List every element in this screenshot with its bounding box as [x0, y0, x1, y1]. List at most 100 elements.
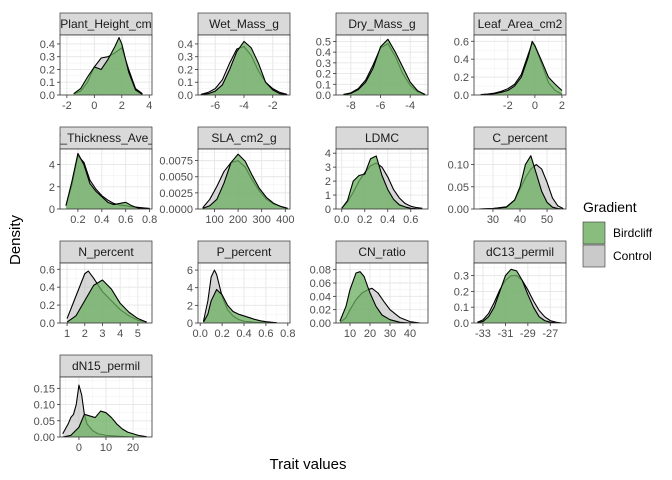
x-tick-label: -6: [210, 100, 220, 112]
density-line-birdcliff: [66, 279, 147, 323]
panel-border: [197, 148, 291, 210]
y-tick-label: 0.4: [40, 282, 55, 294]
legend-key-control: [582, 244, 606, 268]
x-tick-label: -31: [497, 328, 513, 340]
panel-c-percent: C_percent 30 40 50 0.00 0.05 0.10: [448, 126, 567, 226]
y-tick-label: 1: [325, 190, 331, 202]
y-tick-label: 0.2: [178, 64, 193, 76]
x-tick-label: 0.2: [357, 214, 372, 226]
y-tick-label: 0.0: [40, 90, 55, 102]
density-line-birdcliff: [73, 37, 143, 95]
y-tick-label: 0.3: [454, 271, 469, 283]
panel-border: [335, 262, 429, 324]
panel-dry-mass-g: Dry_Mass_g -8 -6 -4 0.00.10.20.30.40.5: [316, 12, 429, 112]
y-tick-label: 0.06: [310, 278, 331, 290]
x-tick-label: 0.6: [258, 328, 273, 340]
panel-sla-cm2-g: SLA_cm2_g 100 200 300 400 0.0000 0.0025 0.0050 0…: [159, 126, 294, 226]
panel-ldmc: LDMC 0.0 0.2 0.4 0.6 0 1 2 3 4: [325, 126, 429, 226]
x-tick-label: 0.0: [193, 328, 208, 340]
density-area-birdcliff: [200, 41, 288, 95]
legend-label-birdcliff: Birdcliff: [613, 226, 653, 240]
x-tick-label: -2: [503, 100, 513, 112]
panel-border: [59, 34, 153, 96]
x-tick-label: 4: [117, 328, 123, 340]
y-tick-label: 0.1: [178, 77, 193, 89]
density-area-birdcliff: [73, 37, 143, 95]
x-tick-label: 0: [76, 442, 82, 454]
y-tick-label: 2: [325, 176, 331, 188]
x-tick-label: 0.6: [118, 214, 133, 226]
x-tick-label: 0.8: [280, 328, 295, 340]
x-tick-label: 10: [100, 442, 112, 454]
panel-border: [59, 262, 153, 324]
x-tick-label: 40: [514, 214, 526, 226]
x-tick-label: 0.4: [94, 214, 109, 226]
density-line-birdcliff: [202, 288, 277, 323]
x-tick-label: 0: [532, 100, 538, 112]
y-tick-label: 0: [49, 204, 55, 216]
y-tick-label: 0.5: [316, 36, 331, 48]
strip-label-leaf-area-cm2: Leaf_Area_cm2: [478, 17, 563, 31]
y-tick-label: 0.1: [316, 79, 331, 91]
strip-label-c-percent: C_percent: [492, 131, 548, 145]
x-tick-label: 1: [64, 328, 70, 340]
strip-label-ldmc: LDMC: [365, 131, 399, 145]
y-tick-label: 0.2: [40, 300, 55, 312]
x-tick-label: -8: [346, 100, 356, 112]
density-area-birdcliff: [480, 41, 562, 95]
strip-label-plant-height-cm: Plant_Height_cm: [60, 17, 151, 31]
y-tick-label: 0.1: [454, 302, 469, 314]
panel-dn15-permil: dN15_permil 0 10 20 0.00 0.05 0.10 0.15: [34, 354, 153, 454]
y-tick-label: 2: [49, 182, 55, 194]
panel-leaf-area-cm2: Leaf_Area_cm2 -2 0 2 0.0 0.2 0.4 0.6: [454, 12, 567, 112]
x-tick-label: 100: [205, 214, 223, 226]
x-tick-label: 50: [541, 214, 553, 226]
y-tick-label: 0.08: [310, 265, 331, 277]
density-line-birdcliff: [479, 155, 564, 209]
strip-label-wet-mass-g: Wet_Mass_g: [209, 17, 279, 31]
x-tick-label: 3: [99, 328, 105, 340]
x-tick-label: 10: [344, 328, 356, 340]
density-line-birdcliff: [343, 38, 426, 95]
panel-border: [473, 262, 567, 324]
y-tick-label: 3: [325, 162, 331, 174]
legend-title: Gradient: [583, 199, 637, 215]
strip-label-leaf-thickness-ave-mm: Leaf_Thickness_Ave_mm: [37, 131, 175, 145]
panel-plant-height-cm: Plant_Height_cm -2 0 2 4 0.00.10.20.30.4: [40, 12, 153, 112]
strip-label-dn15-permil: dN15_permil: [72, 359, 140, 373]
y-tick-label: 4: [49, 160, 55, 172]
y-tick-label: 0.0: [454, 318, 469, 330]
panel-dc13-permil: dC13_permil -33 -31 -29 -27 0.0 0.1 0.2 0.3: [454, 240, 567, 340]
density-area-birdcliff: [67, 280, 147, 323]
y-tick-label: 0.2: [454, 72, 469, 84]
panel-wet-mass-g: Wet_Mass_g -6 -4 -2 0.00.10.20.30.4: [178, 12, 291, 112]
x-tick-label: -29: [520, 328, 536, 340]
x-axis-title: Trait values: [270, 456, 347, 473]
y-tick-label: 4: [325, 148, 331, 160]
x-tick-label: -4: [405, 100, 415, 112]
x-tick-label: 0.6: [403, 214, 418, 226]
y-tick-label: 0.2: [316, 69, 331, 81]
x-tick-label: -33: [475, 328, 491, 340]
y-tick-label: 2: [187, 300, 193, 312]
density-line-birdcliff: [62, 410, 147, 437]
panel-leaf-thickness-ave-mm: Leaf_Thickness_Ave_mm 0.2 0.4 0.6 0.8 0 2 4: [37, 126, 175, 226]
panel-border: [59, 148, 153, 210]
y-tick-label: 0.0: [316, 90, 331, 102]
x-tick-label: 40: [404, 328, 416, 340]
x-tick-label: -27: [542, 328, 558, 340]
y-tick-label: 0.10: [448, 160, 469, 172]
y-tick-label: 0.4: [454, 54, 469, 66]
panel-n-percent: N_percent 1 2 3 4 5 0.0 0.2 0.4 0.6: [40, 240, 153, 340]
y-tick-label: 6: [187, 265, 193, 277]
y-tick-label: 0.0: [454, 90, 469, 102]
density-area-birdcliff: [340, 271, 420, 323]
x-tick-label: 300: [253, 214, 271, 226]
density-line-birdcliff: [65, 152, 150, 209]
panel-border: [473, 34, 567, 96]
y-tick-label: 0.00: [310, 318, 331, 330]
y-tick-label: 0.4: [316, 47, 331, 59]
y-axis-title: Density: [7, 214, 24, 265]
x-tick-label: 30: [487, 214, 499, 226]
